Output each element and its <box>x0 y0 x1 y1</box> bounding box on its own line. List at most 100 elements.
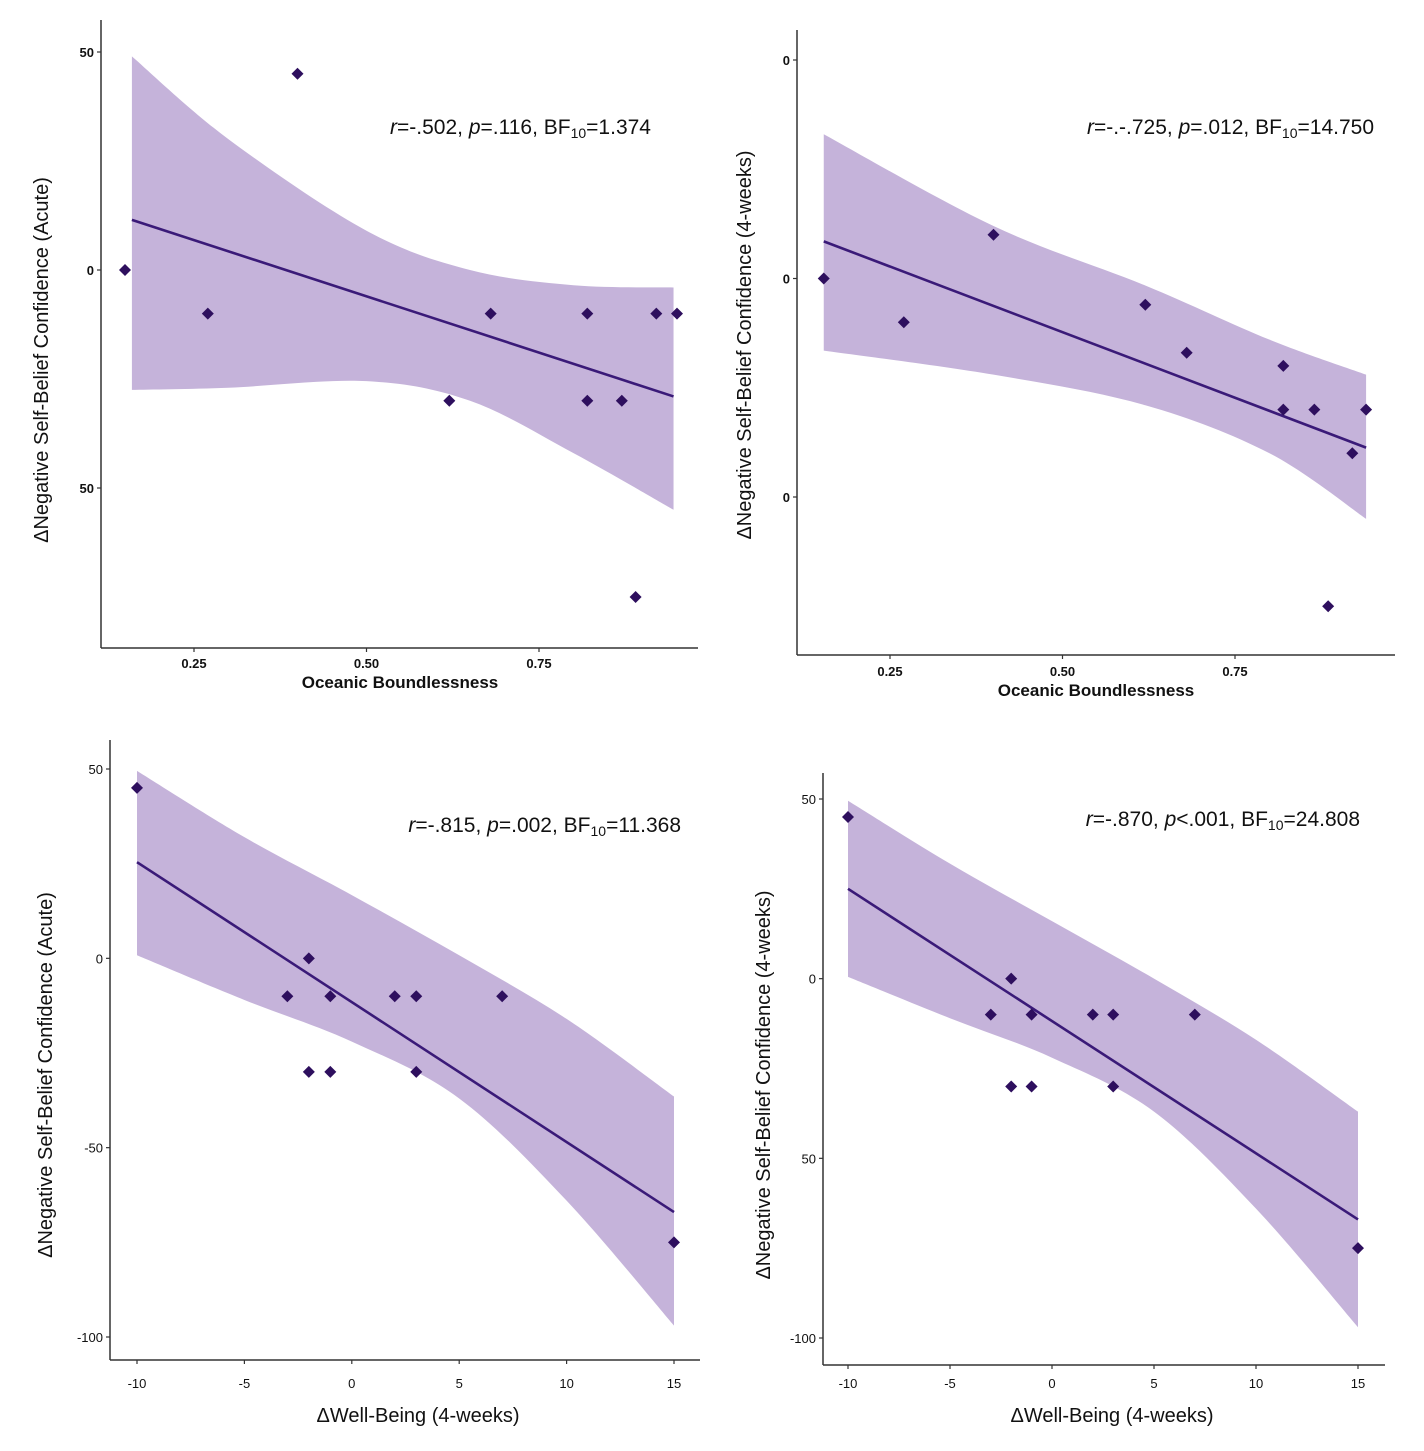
stats-annotation: r=-.-.725, p=.012, BF10=14.750 <box>1087 116 1374 141</box>
data-point <box>984 1008 997 1021</box>
y-tick-label: 0 <box>87 263 94 278</box>
scatter-panel-4: -10 -5 0 5 10 15 50 0 50 -100 ΔWell-Being (4-weeks… <box>753 773 1385 1427</box>
data-point <box>1360 403 1373 416</box>
data-point <box>291 67 304 80</box>
data-point <box>1005 972 1018 985</box>
y-tick-label: 0 <box>783 490 790 505</box>
data-point <box>410 990 423 1003</box>
scatter-panel-2: 0.25 0.50 0.75 0 0 0 Oceanic Boundlessness ΔNeg… <box>734 30 1395 700</box>
x-axis-label: Oceanic Boundlessness <box>998 681 1195 700</box>
y-tick-label: 50 <box>80 45 94 60</box>
annotation-segment: 10 <box>590 823 606 839</box>
confidence-band <box>823 134 1367 519</box>
confidence-band <box>848 800 1358 1328</box>
regression-line <box>847 887 1359 1221</box>
data-point <box>410 1065 423 1078</box>
annotation-segment: <.001, BF <box>1176 808 1268 831</box>
data-point <box>1322 600 1335 613</box>
annotation-segment: r <box>408 814 416 837</box>
data-point <box>1107 1080 1120 1093</box>
y-tick-label: -100 <box>77 1330 103 1345</box>
y-axis-label: ΔNegative Self-Belief Confidence (Acute) <box>31 177 53 543</box>
annotation-segment: =.002, BF <box>499 814 591 837</box>
data-point <box>484 307 497 320</box>
data-point <box>581 307 594 320</box>
y-axis-label: ΔNegative Self-Belief Confidence (4-week… <box>753 890 775 1279</box>
regression-line <box>823 240 1367 449</box>
data-point <box>615 394 628 407</box>
confidence-band <box>131 56 674 510</box>
x-tick-label: -10 <box>839 1376 858 1391</box>
x-tick-label: -10 <box>128 1376 147 1391</box>
annotation-segment: r <box>1086 808 1094 831</box>
data-point <box>897 316 910 329</box>
x-axis-label: Oceanic Boundlessness <box>302 673 499 692</box>
data-point <box>1139 298 1152 311</box>
data-point <box>1107 1008 1120 1021</box>
y-axis-label: ΔNegative Self-Belief Confidence (Acute) <box>35 892 57 1258</box>
x-tick-label: -5 <box>944 1376 956 1391</box>
annotation-segment: =1.374 <box>586 116 651 139</box>
annotation-segment: 10 <box>1268 817 1284 833</box>
annotation-segment: =-.870, <box>1093 808 1165 831</box>
x-tick-label: 10 <box>559 1376 573 1391</box>
scatter-panel-1: 0.25 0.50 0.75 50 0 50 Oceanic Boundlessness ΔN… <box>31 20 698 692</box>
annotation-segment: p <box>1178 116 1191 139</box>
regression-line <box>131 218 674 398</box>
data-point <box>324 990 337 1003</box>
x-tick-label: 0.75 <box>1222 664 1247 679</box>
data-point <box>119 264 131 276</box>
y-tick-label: 50 <box>89 762 103 777</box>
y-tick-label: 0 <box>96 951 103 966</box>
stats-annotation: r=-.815, p=.002, BF10=11.368 <box>408 814 681 839</box>
y-tick-label: 50 <box>802 792 816 807</box>
data-point <box>581 394 594 407</box>
data-point <box>302 1065 315 1078</box>
data-point <box>443 394 456 407</box>
data-point <box>281 990 294 1003</box>
data-point <box>1086 1008 1099 1021</box>
data-point <box>1277 403 1290 416</box>
annotation-segment: =-.815, <box>415 814 487 837</box>
x-tick-label: 15 <box>1351 1376 1365 1391</box>
data-point <box>201 307 214 320</box>
x-tick-label: 0.50 <box>354 656 379 671</box>
x-tick-label: 5 <box>1150 1376 1157 1391</box>
annotation-segment: =.012, BF <box>1190 116 1282 139</box>
data-point <box>1346 447 1359 460</box>
y-axis-label: ΔNegative Self-Belief Confidence (4-week… <box>734 150 756 539</box>
x-tick-label: 15 <box>667 1376 681 1391</box>
data-point <box>1025 1080 1038 1093</box>
data-point <box>1188 1008 1201 1021</box>
data-point <box>302 952 315 965</box>
annotation-segment: =11.368 <box>606 814 681 837</box>
x-tick-label: 0 <box>348 1376 355 1391</box>
y-tick-label: 0 <box>783 53 790 68</box>
annotation-segment: p <box>468 116 481 139</box>
data-point <box>1352 1242 1364 1255</box>
data-point <box>629 591 642 603</box>
annotation-segment: r <box>390 116 398 139</box>
annotation-segment: =-.502, <box>397 116 469 139</box>
x-axis-label: ΔWell-Being (4-weeks) <box>316 1405 519 1427</box>
data-point <box>131 781 143 794</box>
y-tick-label: -50 <box>84 1141 103 1156</box>
stats-annotation: r=-.502, p=.116, BF10=1.374 <box>390 116 651 141</box>
x-tick-label: 0.25 <box>877 664 902 679</box>
data-point <box>842 810 854 823</box>
annotation-segment: r <box>1087 116 1095 139</box>
confidence-band <box>137 770 674 1326</box>
y-tick-label: 50 <box>802 1151 816 1166</box>
annotation-segment: =14.750 <box>1298 116 1375 139</box>
data-point <box>668 1236 680 1249</box>
y-tick-label: 50 <box>80 481 94 496</box>
y-tick-label: 0 <box>783 272 790 287</box>
annotation-segment: 10 <box>571 125 587 141</box>
x-tick-label: 0 <box>1048 1376 1055 1391</box>
annotation-segment: p <box>1164 808 1177 831</box>
x-tick-label: 0.75 <box>526 656 551 671</box>
annotation-segment: =24.808 <box>1284 808 1361 831</box>
data-point <box>987 228 1000 241</box>
